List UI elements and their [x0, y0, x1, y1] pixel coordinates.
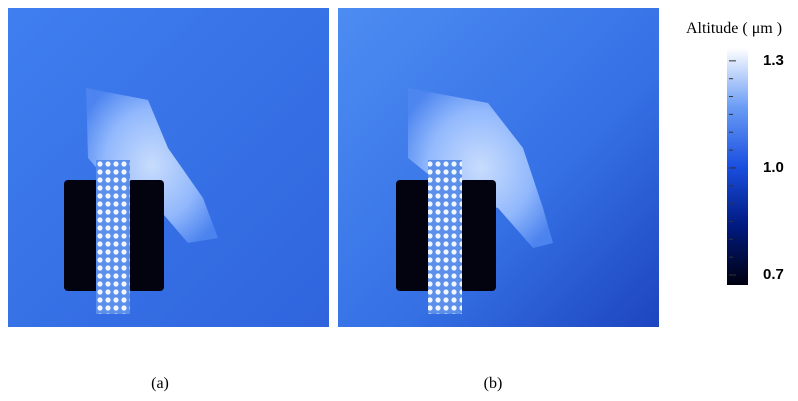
tick-label: 1.0 [763, 159, 784, 176]
electrode-strip [428, 160, 462, 314]
tick-label: 1.3 [763, 52, 784, 69]
bright-region [408, 88, 553, 248]
dark-pad [396, 180, 432, 291]
colorbar-title: Altitude ( μm ) [686, 20, 782, 37]
panel-label: (b) [484, 375, 503, 392]
bright-region [86, 88, 218, 243]
electrode-strip [96, 160, 130, 314]
afm-image [8, 8, 329, 327]
dark-pad [460, 180, 496, 291]
dark-pad [128, 180, 164, 291]
panel-label: (a) [151, 375, 169, 392]
colorbar [727, 48, 748, 285]
dark-pad [64, 180, 100, 291]
afm-image [338, 8, 659, 327]
tick-label: 0.7 [763, 266, 784, 283]
